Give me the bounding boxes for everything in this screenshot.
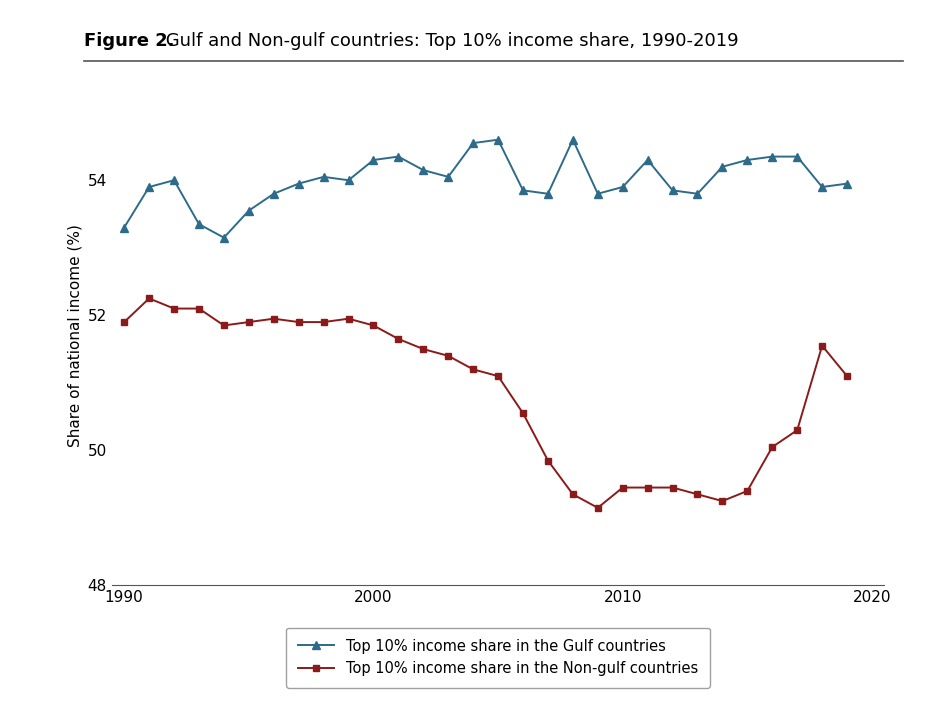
Text: Figure 2.: Figure 2. bbox=[84, 32, 174, 50]
Top 10% income share in the Gulf countries bbox=[543, 189, 554, 198]
Top 10% income share in the Gulf countries bbox=[194, 220, 205, 228]
Top 10% income share in the Gulf countries bbox=[442, 173, 453, 181]
Top 10% income share in the Gulf countries bbox=[667, 186, 678, 195]
Top 10% income share in the Gulf countries bbox=[592, 189, 603, 198]
Top 10% income share in the Non-gulf countries bbox=[617, 483, 628, 492]
Top 10% income share in the Gulf countries bbox=[518, 186, 529, 195]
Top 10% income share in the Non-gulf countries bbox=[518, 409, 529, 418]
Top 10% income share in the Non-gulf countries bbox=[767, 443, 778, 451]
Top 10% income share in the Gulf countries bbox=[567, 136, 578, 144]
Top 10% income share in the Gulf countries bbox=[243, 206, 254, 215]
Top 10% income share in the Gulf countries bbox=[318, 173, 330, 181]
Top 10% income share in the Non-gulf countries bbox=[842, 372, 853, 381]
Legend: Top 10% income share in the Gulf countries, Top 10% income share in the Non-gulf: Top 10% income share in the Gulf countri… bbox=[286, 628, 710, 688]
Top 10% income share in the Gulf countries bbox=[393, 152, 404, 161]
Top 10% income share in the Non-gulf countries bbox=[368, 321, 379, 330]
Top 10% income share in the Non-gulf countries bbox=[717, 497, 728, 506]
Top 10% income share in the Non-gulf countries bbox=[118, 318, 129, 326]
Top 10% income share in the Non-gulf countries bbox=[692, 490, 703, 498]
Line: Top 10% income share in the Gulf countries: Top 10% income share in the Gulf countri… bbox=[120, 136, 851, 242]
Top 10% income share in the Gulf countries bbox=[118, 223, 129, 232]
Top 10% income share in the Gulf countries bbox=[467, 139, 479, 147]
Top 10% income share in the Gulf countries bbox=[717, 163, 728, 171]
Top 10% income share in the Gulf countries bbox=[268, 189, 279, 198]
Top 10% income share in the Non-gulf countries bbox=[467, 365, 479, 373]
Top 10% income share in the Non-gulf countries bbox=[442, 351, 453, 360]
Top 10% income share in the Non-gulf countries bbox=[492, 372, 504, 381]
Top 10% income share in the Gulf countries bbox=[767, 152, 778, 161]
Top 10% income share in the Non-gulf countries bbox=[393, 335, 404, 343]
Top 10% income share in the Non-gulf countries bbox=[243, 318, 254, 326]
Top 10% income share in the Non-gulf countries bbox=[268, 314, 279, 323]
Top 10% income share in the Non-gulf countries bbox=[567, 490, 578, 498]
Top 10% income share in the Non-gulf countries bbox=[169, 304, 180, 313]
Top 10% income share in the Non-gulf countries bbox=[218, 321, 229, 330]
Top 10% income share in the Gulf countries bbox=[218, 233, 229, 242]
Top 10% income share in the Non-gulf countries bbox=[667, 483, 678, 492]
Line: Top 10% income share in the Non-gulf countries: Top 10% income share in the Non-gulf cou… bbox=[121, 295, 851, 511]
Top 10% income share in the Non-gulf countries bbox=[791, 426, 803, 434]
Top 10% income share in the Gulf countries bbox=[742, 156, 753, 164]
Top 10% income share in the Gulf countries bbox=[816, 183, 828, 191]
Top 10% income share in the Gulf countries bbox=[293, 179, 304, 188]
Top 10% income share in the Non-gulf countries bbox=[318, 318, 330, 326]
Top 10% income share in the Gulf countries bbox=[169, 176, 180, 184]
Top 10% income share in the Non-gulf countries bbox=[143, 294, 155, 303]
Top 10% income share in the Gulf countries bbox=[418, 166, 429, 174]
Top 10% income share in the Non-gulf countries bbox=[293, 318, 304, 326]
Top 10% income share in the Gulf countries bbox=[368, 156, 379, 164]
Top 10% income share in the Non-gulf countries bbox=[543, 456, 554, 465]
Top 10% income share in the Gulf countries bbox=[642, 156, 654, 164]
Top 10% income share in the Non-gulf countries bbox=[418, 345, 429, 353]
Top 10% income share in the Gulf countries bbox=[692, 189, 703, 198]
Top 10% income share in the Non-gulf countries bbox=[642, 483, 654, 492]
Top 10% income share in the Gulf countries bbox=[143, 183, 155, 191]
Top 10% income share in the Gulf countries bbox=[617, 183, 628, 191]
Y-axis label: Share of national income (%): Share of national income (%) bbox=[67, 224, 82, 447]
Top 10% income share in the Non-gulf countries bbox=[343, 314, 354, 323]
Top 10% income share in the Gulf countries bbox=[791, 152, 803, 161]
Top 10% income share in the Non-gulf countries bbox=[816, 341, 828, 350]
Top 10% income share in the Non-gulf countries bbox=[742, 487, 753, 496]
Top 10% income share in the Non-gulf countries bbox=[592, 503, 603, 512]
Top 10% income share in the Non-gulf countries bbox=[194, 304, 205, 313]
Top 10% income share in the Gulf countries bbox=[492, 136, 504, 144]
Top 10% income share in the Gulf countries bbox=[343, 176, 354, 184]
Top 10% income share in the Gulf countries bbox=[842, 179, 853, 188]
Text: Gulf and Non-gulf countries: Top 10% income share, 1990-2019: Gulf and Non-gulf countries: Top 10% inc… bbox=[160, 32, 739, 50]
